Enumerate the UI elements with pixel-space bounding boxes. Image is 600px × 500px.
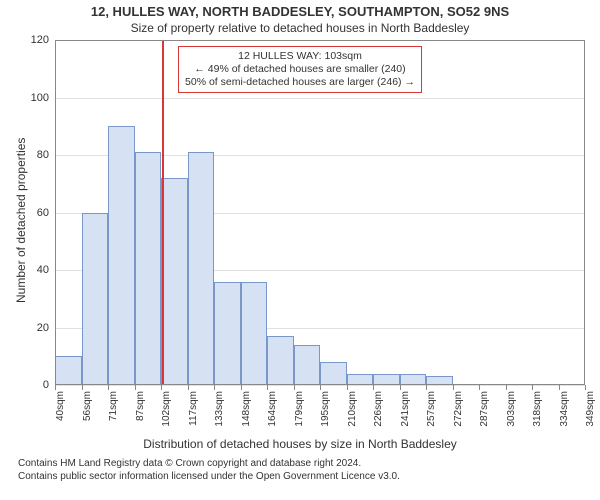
annotation-line-3: 50% of semi-detached houses are larger (… <box>185 76 415 89</box>
x-tick-mark <box>55 385 56 390</box>
x-tick-mark <box>426 385 427 390</box>
x-tick-label: 148sqm <box>241 391 252 427</box>
x-axis-label: Distribution of detached houses by size … <box>0 437 600 451</box>
y-tick-label: 100 <box>31 92 55 104</box>
x-tick-mark <box>453 385 454 390</box>
x-tick-label: 287sqm <box>479 391 490 427</box>
caption-line-2: Contains public sector information licen… <box>18 470 400 483</box>
chart-caption: Contains HM Land Registry data © Crown c… <box>18 457 400 483</box>
y-tick-label: 0 <box>43 379 55 391</box>
x-tick-label: 40sqm <box>55 391 66 421</box>
x-tick-label: 179sqm <box>294 391 305 427</box>
chart-container: 12, HULLES WAY, NORTH BADDESLEY, SOUTHAM… <box>0 0 600 500</box>
x-tick-mark <box>320 385 321 390</box>
x-tick-mark <box>82 385 83 390</box>
x-tick-label: 210sqm <box>347 391 358 427</box>
x-tick-mark <box>506 385 507 390</box>
x-tick-mark <box>214 385 215 390</box>
x-tick-mark <box>585 385 586 390</box>
y-axis-label: Number of detached properties <box>14 137 28 302</box>
x-tick-label: 257sqm <box>426 391 437 427</box>
x-tick-mark <box>108 385 109 390</box>
x-tick-mark <box>479 385 480 390</box>
x-tick-mark <box>347 385 348 390</box>
x-tick-label: 133sqm <box>214 391 225 427</box>
x-tick-label: 102sqm <box>161 391 172 427</box>
chart-subtitle: Size of property relative to detached ho… <box>0 21 600 35</box>
reference-annotation: 12 HULLES WAY: 103sqm ← 49% of detached … <box>178 46 422 93</box>
x-tick-label: 117sqm <box>188 391 199 426</box>
x-tick-label: 226sqm <box>373 391 384 427</box>
y-tick-label: 60 <box>37 207 55 219</box>
y-tick-label: 80 <box>37 149 55 161</box>
x-tick-mark <box>400 385 401 390</box>
x-tick-label: 195sqm <box>320 391 331 427</box>
x-tick-mark <box>294 385 295 390</box>
x-tick-mark <box>373 385 374 390</box>
y-tick-label: 20 <box>37 322 55 334</box>
x-tick-label: 164sqm <box>267 391 278 427</box>
x-tick-label: 241sqm <box>400 391 411 427</box>
x-tick-label: 349sqm <box>585 391 596 427</box>
x-tick-mark <box>135 385 136 390</box>
x-tick-label: 272sqm <box>453 391 464 427</box>
y-tick-label: 120 <box>31 34 55 46</box>
x-tick-mark <box>532 385 533 390</box>
caption-line-1: Contains HM Land Registry data © Crown c… <box>18 457 400 470</box>
y-tick-label: 40 <box>37 264 55 276</box>
annotation-line-1: 12 HULLES WAY: 103sqm <box>185 50 415 63</box>
x-tick-mark <box>241 385 242 390</box>
x-tick-mark <box>188 385 189 390</box>
x-tick-label: 71sqm <box>108 391 119 421</box>
annotation-line-2: ← 49% of detached houses are smaller (24… <box>185 63 415 76</box>
x-tick-label: 334sqm <box>559 391 570 427</box>
chart-title: 12, HULLES WAY, NORTH BADDESLEY, SOUTHAM… <box>0 4 600 19</box>
x-tick-label: 56sqm <box>82 391 93 421</box>
x-tick-mark <box>161 385 162 390</box>
x-tick-label: 87sqm <box>135 391 146 421</box>
x-tick-mark <box>267 385 268 390</box>
x-tick-label: 318sqm <box>532 391 543 427</box>
x-tick-label: 303sqm <box>506 391 517 427</box>
x-tick-mark <box>559 385 560 390</box>
